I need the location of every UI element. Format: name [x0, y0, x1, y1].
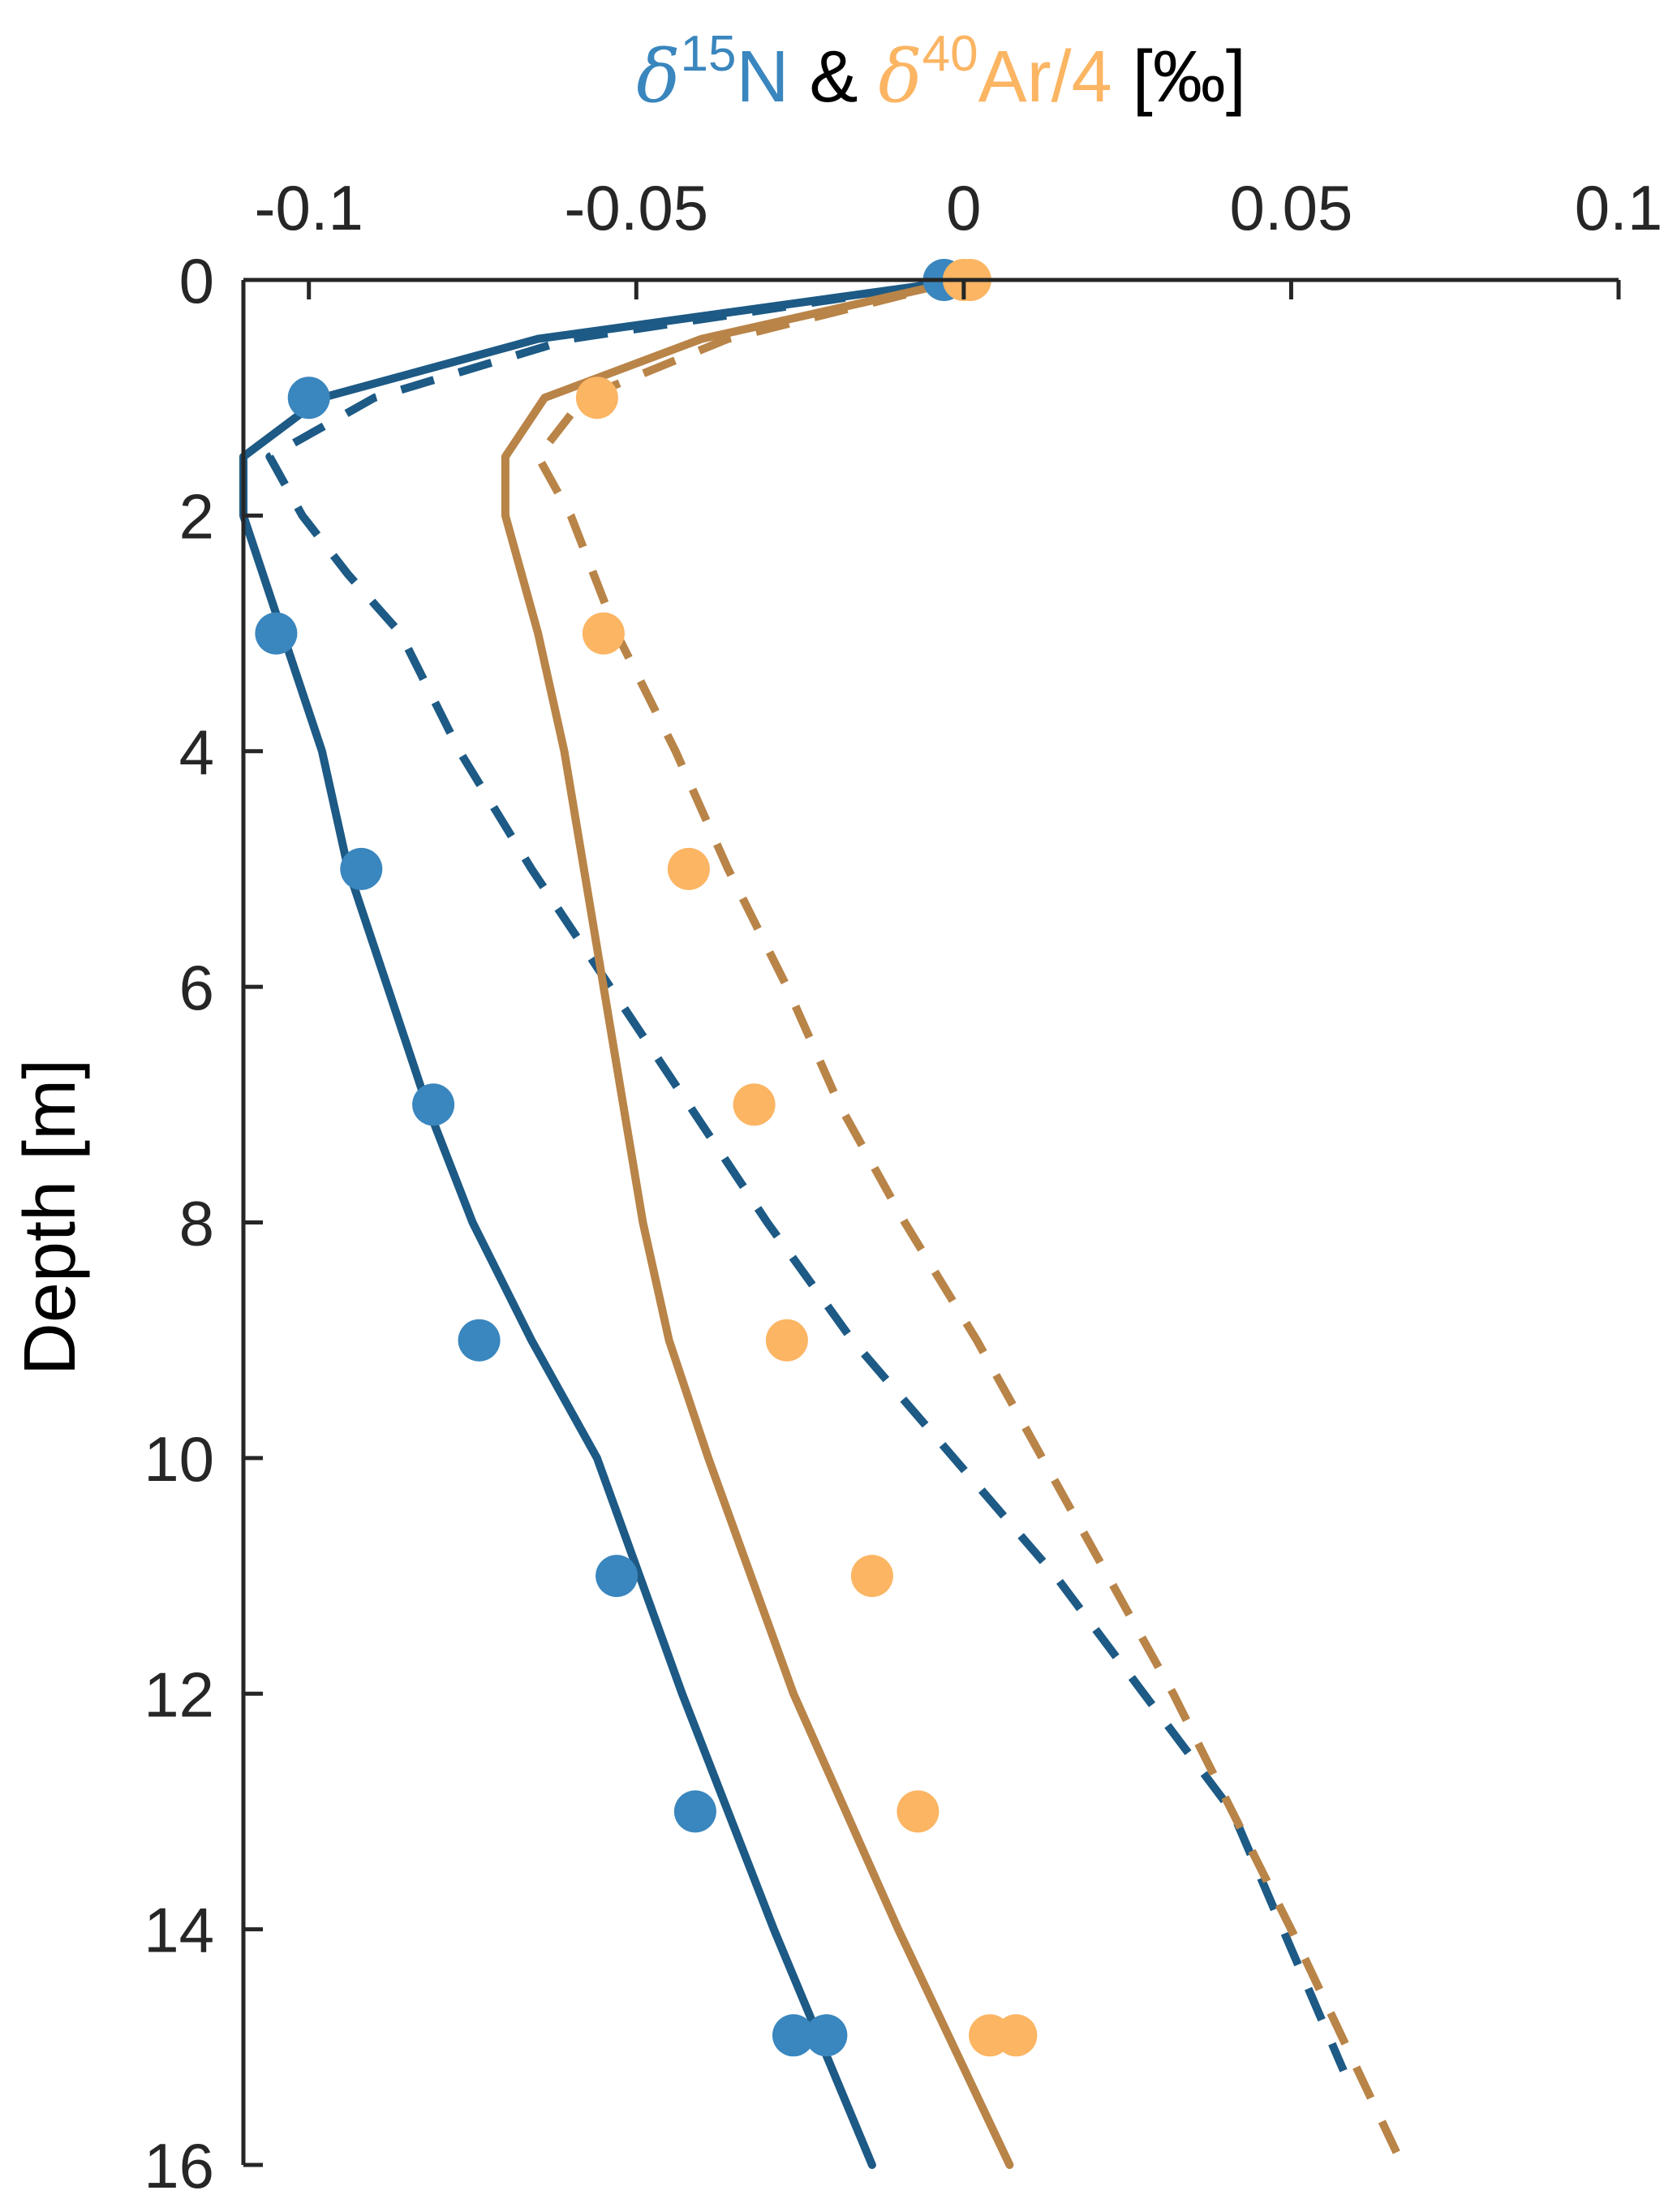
- title-n-superscript: 15: [680, 26, 736, 82]
- title-ar-superscript: 40: [922, 26, 978, 82]
- series-line-2: [239, 276, 968, 2169]
- title-ar-symbol: δ: [878, 34, 922, 119]
- x-tick-label: 0.1: [1575, 172, 1662, 243]
- data-point-1-10: [995, 2014, 1038, 2057]
- data-point-1-2: [575, 377, 618, 420]
- x-tick-label: 0: [946, 172, 981, 243]
- series-layer: [239, 259, 1407, 2169]
- y-tick-label: 16: [144, 2130, 214, 2201]
- axes-layer: -0.1 -0.05 0 0.05 0.1 0 2 4 6 8 10 12 14 16: [144, 172, 1662, 2201]
- series-line-5: [534, 276, 1407, 2167]
- title-connector: &: [789, 37, 878, 118]
- x-tick-label: -0.05: [564, 172, 708, 243]
- data-point-1-6: [765, 1319, 808, 1362]
- series-line-3: [265, 276, 1348, 2072]
- y-tick-label: 4: [179, 717, 214, 788]
- y-tick-label: 12: [144, 1659, 214, 1730]
- x-tick-label: 0.05: [1230, 172, 1353, 243]
- title-n-element: N: [736, 37, 789, 118]
- y-tick-label: 14: [144, 1895, 214, 1966]
- data-point-1-8: [897, 1790, 940, 1833]
- data-point-1-5: [733, 1083, 776, 1126]
- y-tick-label: 6: [179, 952, 214, 1023]
- y-tick-label: 2: [179, 480, 214, 552]
- data-point-0-1: [287, 377, 330, 420]
- series-line-4: [501, 276, 1014, 2169]
- title-ar-element: Ar/4: [978, 37, 1112, 118]
- y-tick-label: 10: [144, 1423, 214, 1495]
- data-point-1-7: [850, 1555, 893, 1598]
- data-point-0-7: [673, 1790, 716, 1833]
- data-point-0-2: [255, 612, 298, 655]
- data-point-0-5: [458, 1319, 501, 1362]
- title-unit: [‰]: [1112, 37, 1246, 118]
- chart-title: δ15N & δ40Ar/4 [‰]: [636, 26, 1245, 119]
- data-point-0-9: [805, 2014, 848, 2057]
- y-tick-label: 0: [179, 245, 214, 316]
- data-point-0-4: [412, 1083, 455, 1126]
- y-axis-label: Depth [m]: [10, 1059, 91, 1375]
- data-point-0-8: [772, 2014, 815, 2057]
- title-n-symbol: δ: [636, 34, 680, 119]
- data-point-1-4: [667, 847, 710, 890]
- x-tick-label: -0.1: [255, 172, 363, 243]
- y-tick-label: 8: [179, 1188, 214, 1259]
- data-point-1-3: [582, 612, 625, 655]
- data-point-0-3: [340, 847, 383, 890]
- data-point-0-6: [596, 1555, 639, 1598]
